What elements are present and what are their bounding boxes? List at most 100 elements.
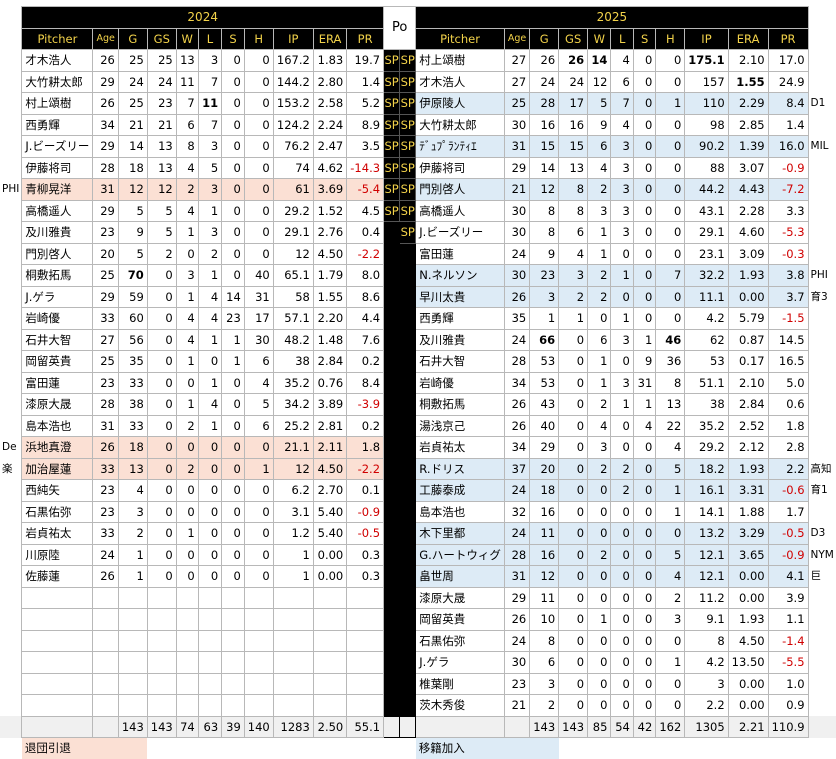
right-games: 8 — [529, 221, 560, 244]
left-era: 3.69 — [312, 178, 348, 201]
position-2025 — [399, 264, 417, 287]
right-era: 1.55 — [727, 70, 769, 93]
left-era: 2.84 — [312, 350, 348, 373]
right-holds: 0 — [655, 307, 686, 330]
right-innings: 98 — [684, 113, 729, 136]
position-2025 — [399, 414, 417, 437]
col-header-innings: IP — [272, 27, 314, 50]
right-losses: 3 — [610, 135, 634, 158]
right-saves: 0 — [632, 264, 657, 287]
position-2024 — [383, 457, 401, 480]
left-saves: 1 — [221, 328, 245, 351]
left-games: 38 — [117, 393, 148, 416]
right-losses: 0 — [610, 242, 634, 265]
right-era: 0.87 — [727, 328, 769, 351]
left-age: 29 — [92, 285, 119, 308]
left-saves: 0 — [221, 70, 245, 93]
left-era: 1.83 — [312, 49, 348, 72]
left-holds — [243, 672, 274, 695]
left-era — [312, 608, 348, 631]
right-games: 3 — [529, 672, 560, 695]
right-saves: 0 — [632, 156, 657, 179]
left-era: 2.80 — [312, 70, 348, 93]
right-games-started: 0 — [558, 586, 589, 609]
left-wins — [175, 672, 199, 695]
right-team-note: MIL — [810, 140, 829, 153]
right-age: 29 — [503, 586, 531, 609]
right-holds: 4 — [655, 436, 686, 459]
position-2025 — [399, 436, 417, 459]
right-holds: 0 — [655, 522, 686, 545]
right-pr: 2.2 — [767, 457, 809, 480]
left-holds: 0 — [243, 565, 274, 588]
right-total-label — [415, 715, 505, 738]
right-saves: 31 — [632, 371, 657, 394]
left-saves — [221, 608, 245, 631]
right-age: 26 — [503, 608, 531, 631]
left-pr — [346, 629, 385, 652]
right-holds: 5 — [655, 457, 686, 480]
left-losses — [197, 586, 223, 609]
right-holds: 46 — [655, 328, 686, 351]
right-games-started: 0 — [558, 543, 589, 566]
left-era: 2.70 — [312, 479, 348, 502]
left-era: 2.76 — [312, 221, 348, 244]
left-era: 3.89 — [312, 393, 348, 416]
left-saves: 0 — [221, 371, 245, 394]
right-pitcher-name: 高橋遥人 — [415, 199, 505, 222]
table-row: 岡留英貴 25 35 0 1 0 1 6 38 2.84 0.2 石井大智 28 53 0 1 0 9 36 53 0.… — [0, 350, 836, 373]
position-2025 — [399, 543, 417, 566]
position-2024 — [383, 242, 401, 265]
right-pitcher-name: ﾃﾞｭﾌﾟﾗﾝﾃｨｴ — [415, 135, 505, 158]
left-games: 56 — [117, 328, 148, 351]
left-age: 26 — [92, 436, 119, 459]
left-pitcher-name — [21, 651, 94, 674]
right-holds: 0 — [655, 242, 686, 265]
right-saves: 0 — [632, 672, 657, 695]
left-innings: 12 — [272, 242, 314, 265]
right-losses: 1 — [610, 264, 634, 287]
position-2025 — [399, 694, 417, 717]
left-losses: 2 — [197, 242, 223, 265]
left-losses: 0 — [197, 350, 223, 373]
right-innings: 4.2 — [684, 651, 729, 674]
left-holds: 0 — [243, 156, 274, 179]
right-pr: -0.6 — [767, 479, 809, 502]
position-2025 — [399, 242, 417, 265]
table-row: 石黒佑弥 23 3 0 0 0 0 0 3.1 5.40 -0.9 島本浩也 32 16 0 0 0 0 1 14.1… — [0, 500, 836, 523]
right-holds: 4 — [655, 565, 686, 588]
table-row: 佐藤蓮 26 1 0 0 0 0 0 1 0.00 0.3 畠世周 31 12 0 0 0 0 4 12.1 0.00 4… — [0, 565, 836, 588]
left-total-s: 39 — [221, 715, 245, 738]
left-team-note — [0, 415, 22, 437]
left-pr: 0.2 — [346, 414, 385, 437]
left-team-note — [0, 695, 22, 717]
table-row: 村上頌樹 26 25 23 7 11 0 0 153.2 2.58 5.2 SP SP 伊原陵人 25 28 1… — [0, 92, 836, 115]
right-team-note — [808, 71, 836, 93]
right-pr: 3.7 — [767, 285, 809, 308]
right-saves: 0 — [632, 608, 657, 631]
right-pr: 2.8 — [767, 436, 809, 459]
right-pr: -0.9 — [767, 543, 809, 566]
table-row: J.ビーズリー 29 14 13 8 3 0 0 76.2 2.47 3.5 SP SP ﾃﾞｭﾌﾟﾗﾝﾃ… — [0, 135, 836, 158]
right-holds: 0 — [655, 70, 686, 93]
left-games-started — [146, 629, 177, 652]
right-holds: 0 — [655, 156, 686, 179]
right-pr: 1.0 — [767, 672, 809, 695]
left-holds: 0 — [243, 199, 274, 222]
position-2025 — [399, 586, 417, 609]
left-games-started: 2 — [146, 242, 177, 265]
position-2024: SP — [383, 113, 401, 136]
right-note-spacer — [808, 7, 836, 29]
right-era: 3.29 — [727, 522, 769, 545]
left-era: 1.48 — [312, 328, 348, 351]
left-innings: 48.2 — [272, 328, 314, 351]
right-wins: 2 — [587, 285, 612, 308]
left-losses: 0 — [197, 436, 223, 459]
left-losses: 1 — [197, 199, 223, 222]
left-wins: 1 — [175, 285, 199, 308]
right-age: 29 — [503, 156, 531, 179]
legend-spacer — [147, 738, 415, 759]
right-team-note — [808, 179, 836, 201]
right-holds: 5 — [655, 543, 686, 566]
right-team-note: PHI — [810, 269, 828, 282]
